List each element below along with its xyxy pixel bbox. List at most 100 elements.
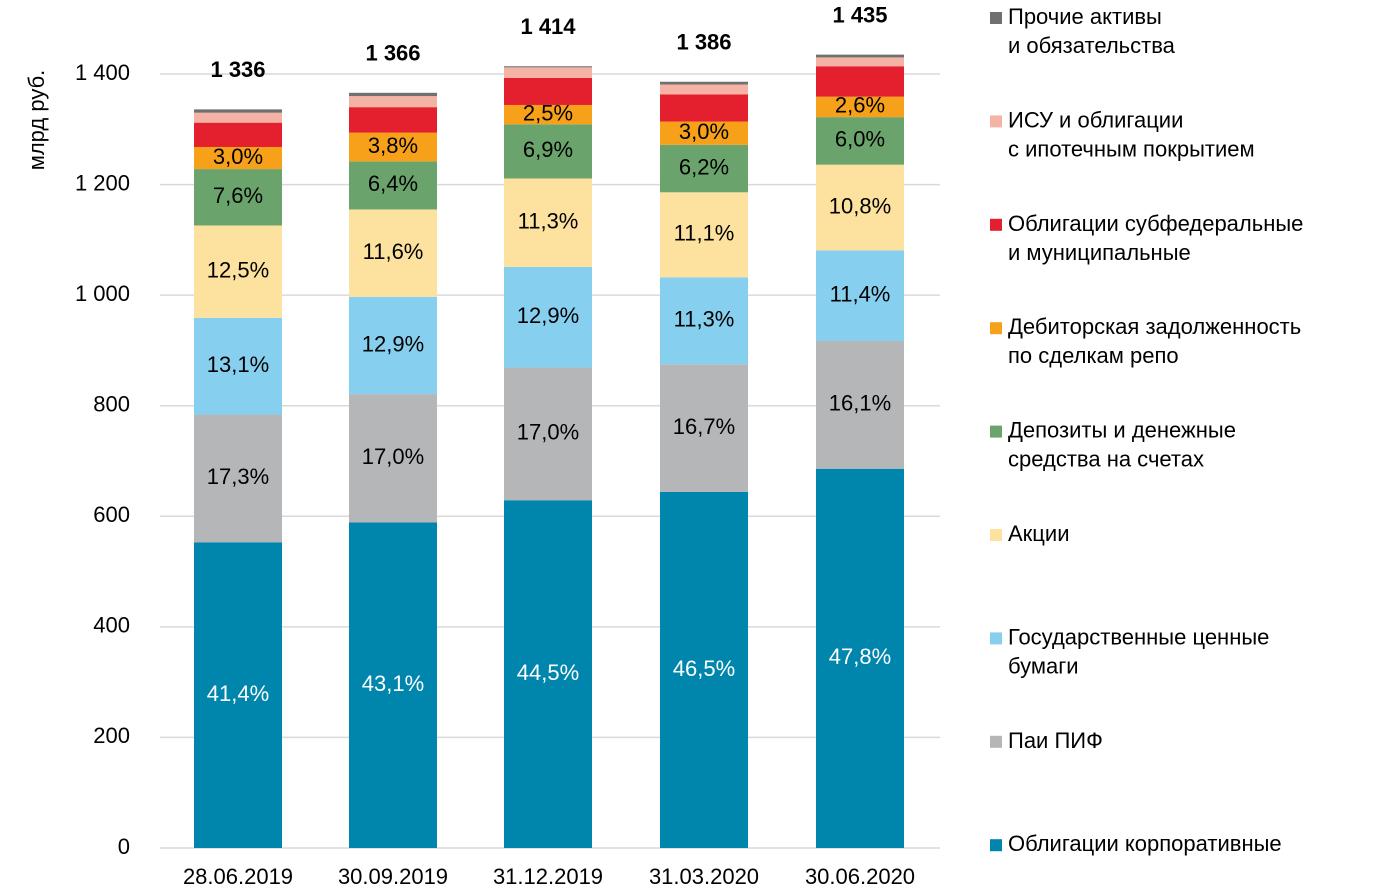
data-label: 6,2% xyxy=(679,154,729,179)
legend-swatch xyxy=(990,632,1002,645)
legend-swatch xyxy=(990,425,1002,438)
data-label: 11,3% xyxy=(518,209,579,234)
bar-segment xyxy=(816,57,904,67)
legend-swatch xyxy=(990,735,1002,748)
bar-segment xyxy=(194,414,282,543)
data-label: 10,8% xyxy=(829,193,891,218)
bar-segment xyxy=(349,296,437,395)
bar-segment xyxy=(816,66,904,97)
x-tick-label: 30.09.2019 xyxy=(338,864,448,889)
bar-segment xyxy=(816,250,904,342)
data-label: 11,6% xyxy=(363,239,424,264)
data-label: 11,3% xyxy=(674,307,735,332)
data-label: 16,7% xyxy=(673,414,735,439)
legend-label: Депозиты и денежные средства на счетах xyxy=(1008,417,1236,471)
total-label: 1 366 xyxy=(365,41,420,66)
x-tick-label: 31.03.2020 xyxy=(649,864,759,889)
legend-swatch xyxy=(990,218,1002,231)
y-tick-label: 1 000 xyxy=(75,281,130,306)
data-label: 3,0% xyxy=(679,119,729,144)
data-label: 6,9% xyxy=(523,137,573,162)
bar-segment xyxy=(504,178,592,267)
bar-segment xyxy=(194,542,282,848)
data-label: 41,4% xyxy=(207,681,269,706)
bar-segment xyxy=(504,66,592,68)
legend-swatch xyxy=(990,529,1002,541)
bar-segment xyxy=(660,84,748,95)
bar-segment xyxy=(349,394,437,523)
legend-label: Акции xyxy=(1008,521,1069,546)
data-label: 11,1% xyxy=(674,221,735,246)
legend-label: Государственные ценные бумаги xyxy=(1008,624,1269,678)
y-tick-label: 400 xyxy=(93,613,130,638)
data-label: 12,9% xyxy=(362,331,424,356)
bar-segment xyxy=(816,341,904,469)
data-label: 43,1% xyxy=(362,671,424,696)
data-label: 11,4% xyxy=(830,282,891,307)
data-label: 46,5% xyxy=(673,656,735,681)
bar-segment xyxy=(194,169,282,226)
bar-segment xyxy=(660,121,748,145)
data-label: 3,8% xyxy=(368,133,418,158)
data-label: 47,8% xyxy=(829,644,891,669)
y-tick-label: 600 xyxy=(93,502,130,527)
bar-segment xyxy=(194,112,282,123)
bar-segment xyxy=(660,277,748,365)
bar-segment xyxy=(349,132,437,162)
bar-segment xyxy=(660,81,748,85)
bar-segment xyxy=(660,192,748,278)
bar-segment xyxy=(194,146,282,170)
y-tick-label: 800 xyxy=(93,392,130,417)
legend-label: Прочие активы и обязательства xyxy=(1008,4,1176,58)
legend-label: Дебиторская задолженность по сделкам репо xyxy=(1008,314,1301,368)
bar-segment xyxy=(194,122,282,147)
bar-segment xyxy=(194,225,282,318)
bar-segment xyxy=(349,107,437,133)
data-label: 44,5% xyxy=(517,660,579,685)
y-axis-label: млрд руб. xyxy=(24,70,49,171)
bar-segment xyxy=(660,94,748,122)
x-tick-label: 31.12.2019 xyxy=(493,864,603,889)
data-label: 17,3% xyxy=(207,464,269,489)
legend-label: Облигации корпоративные xyxy=(1008,831,1282,856)
bar-segment xyxy=(504,67,592,78)
total-label: 1 386 xyxy=(676,30,731,55)
data-label: 2,6% xyxy=(835,93,885,118)
bar-segment xyxy=(349,209,437,297)
bar-segment xyxy=(816,164,904,251)
bar-segment xyxy=(194,109,282,113)
bar-segment xyxy=(504,104,592,125)
y-tick-label: 0 xyxy=(118,834,130,859)
bar-segment xyxy=(349,161,437,210)
bar-segment xyxy=(504,266,592,368)
legend-swatch xyxy=(990,839,1002,852)
bar-segment xyxy=(660,364,748,492)
x-tick-label: 28.06.2019 xyxy=(183,864,293,889)
data-label: 16,1% xyxy=(829,391,891,416)
bar-segment xyxy=(349,96,437,108)
y-tick-label: 1 200 xyxy=(75,170,130,195)
data-label: 12,9% xyxy=(517,303,579,328)
bar-segment xyxy=(816,117,904,165)
legend-swatch xyxy=(990,115,1002,128)
bar-segment xyxy=(816,54,904,58)
data-label: 3,0% xyxy=(213,144,263,169)
x-tick-label: 30.06.2020 xyxy=(805,864,915,889)
bar-segment xyxy=(816,96,904,118)
data-label: 13,1% xyxy=(207,352,269,377)
data-label: 6,4% xyxy=(368,171,418,196)
y-tick-label: 200 xyxy=(93,723,130,748)
data-label: 17,0% xyxy=(362,444,424,469)
data-label: 17,0% xyxy=(517,420,579,445)
bar-segment xyxy=(504,500,592,848)
legend-swatch xyxy=(990,322,1002,335)
total-label: 1 414 xyxy=(520,14,576,39)
total-label: 1 435 xyxy=(832,2,887,27)
total-label: 1 336 xyxy=(210,57,265,82)
y-tick-label: 1 400 xyxy=(75,60,130,85)
bar-segment xyxy=(349,92,437,97)
legend-swatch xyxy=(990,12,1002,24)
legend-label: Облигации субфедеральные и муниципальные xyxy=(1008,211,1303,265)
bar-segment xyxy=(194,317,282,415)
